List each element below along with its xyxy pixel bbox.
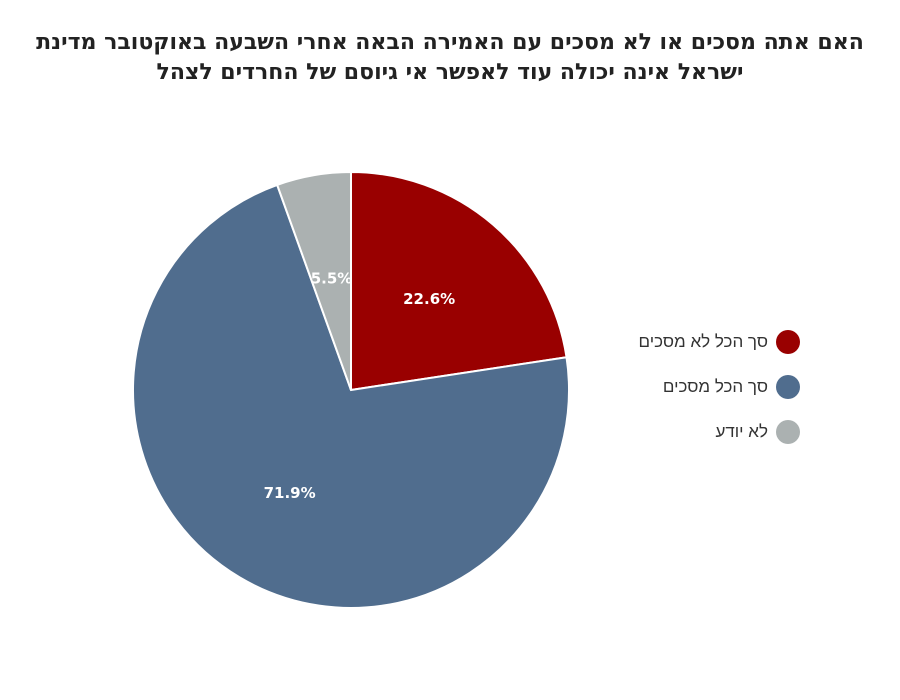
legend-label-agree: סך הכל מסכים bbox=[662, 377, 768, 396]
legend-item-agree[interactable]: סך הכל מסכים bbox=[600, 375, 800, 399]
chart-title-line-1: האם אתה מסכים או לא מסכים עם האמירה הבאה… bbox=[36, 30, 864, 55]
chart-title-line-2: ישראל אינה יכולה עוד לאפשר אי גיוסם של ה… bbox=[156, 60, 744, 85]
legend-item-dont-know[interactable]: לא יודע bbox=[600, 420, 800, 444]
pie-slice-disagree[interactable] bbox=[350, 170, 568, 392]
legend-label-disagree: סך הכל לא מסכים bbox=[638, 332, 768, 351]
pie-slice-dont-know[interactable] bbox=[275, 170, 352, 391]
data-label-dont-know: 5.5% bbox=[311, 269, 353, 287]
legend-item-disagree[interactable]: סך הכל לא מסכים bbox=[600, 330, 800, 354]
legend: סך הכל לא מסכים סך הכל מסכים לא יודע bbox=[600, 330, 800, 465]
legend-swatch-dont-know bbox=[776, 420, 800, 444]
data-label-agree: 71.9% bbox=[264, 484, 316, 502]
data-label-disagree: 22.6% bbox=[403, 290, 455, 308]
legend-swatch-disagree bbox=[776, 330, 800, 354]
legend-swatch-agree bbox=[776, 375, 800, 399]
legend-label-dont-know: לא יודע bbox=[715, 422, 768, 441]
chart-title: האם אתה מסכים או לא מסכים עם האמירה הבאה… bbox=[0, 28, 900, 88]
pie-slice-agree[interactable] bbox=[132, 183, 570, 609]
